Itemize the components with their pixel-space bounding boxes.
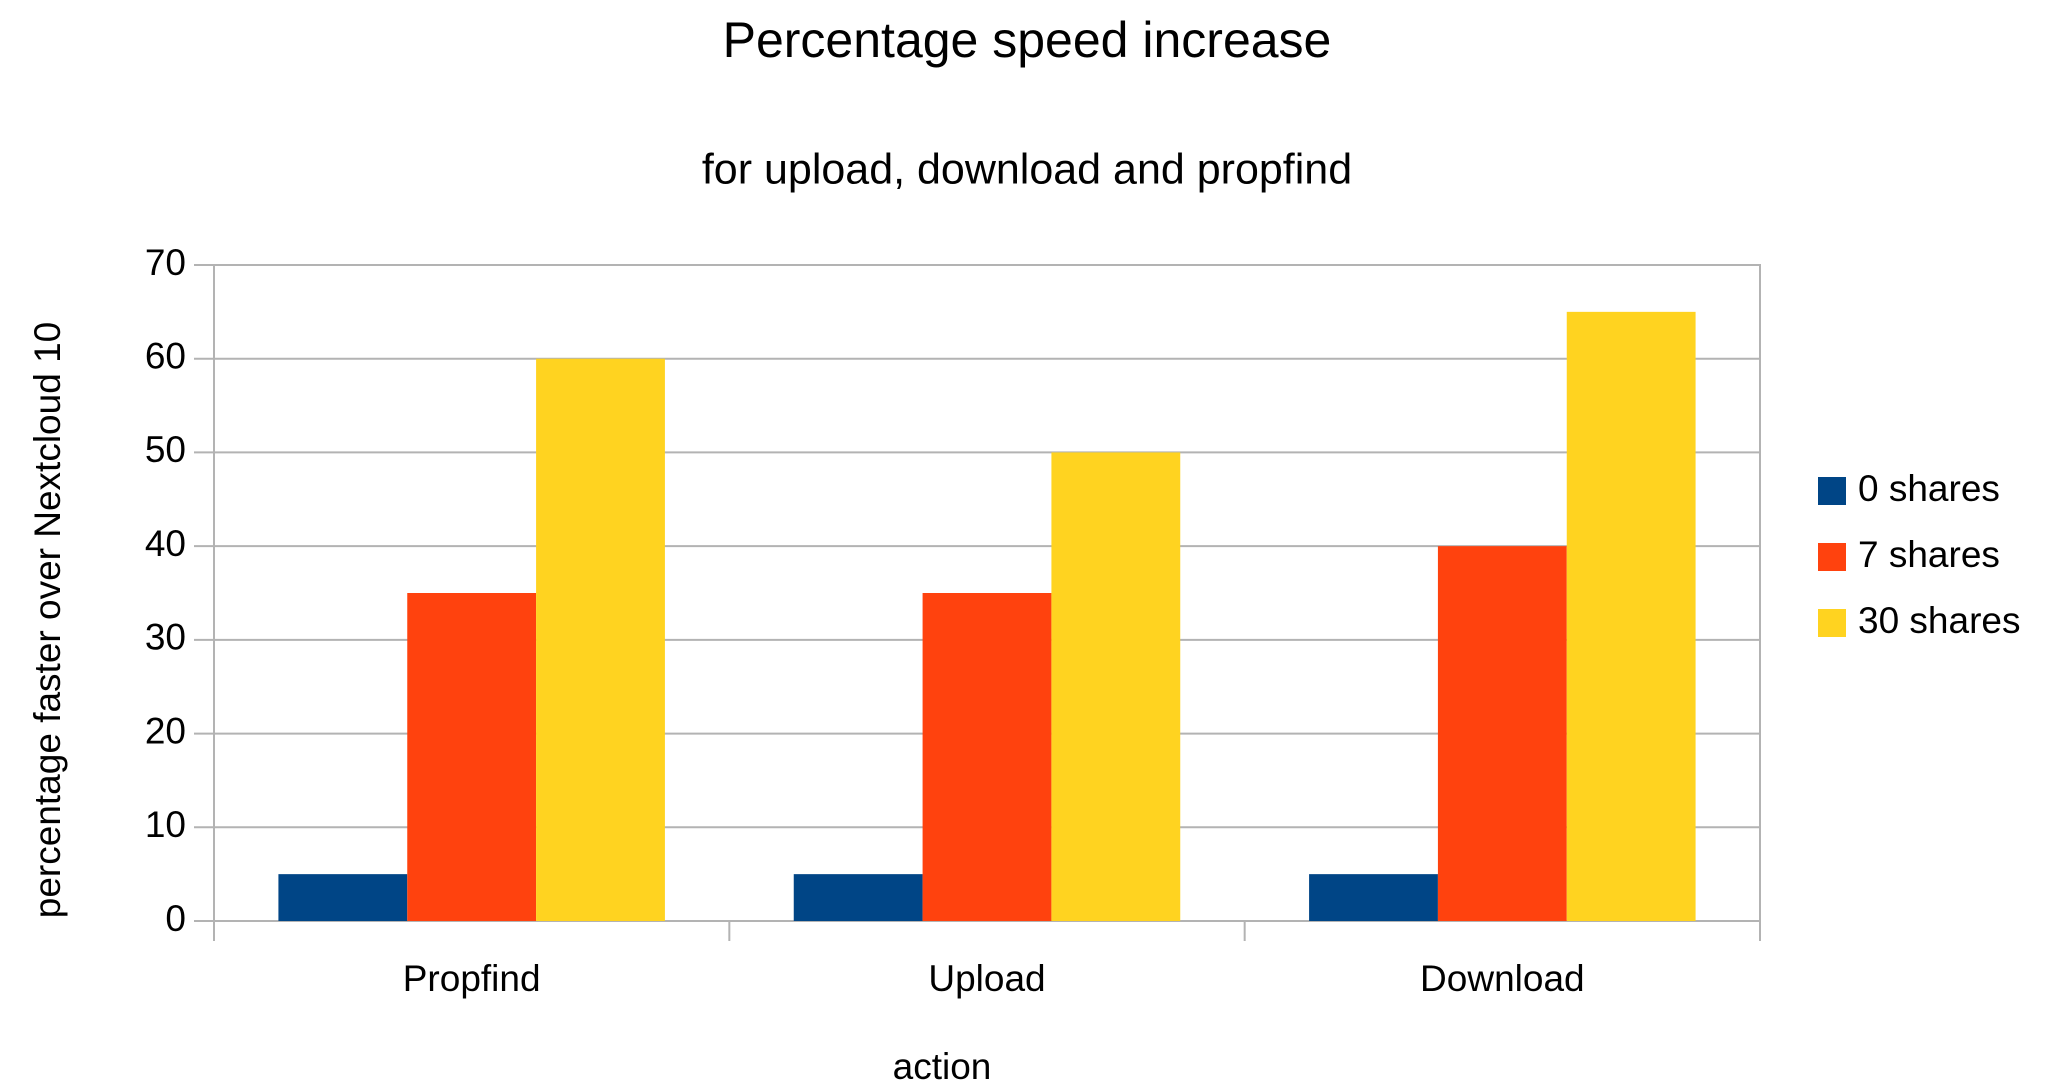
y-tick-label: 0 <box>165 898 186 939</box>
legend-swatch <box>1818 477 1846 505</box>
bar <box>407 593 537 921</box>
legend-label: 7 shares <box>1858 534 2000 575</box>
bar <box>1309 874 1438 921</box>
y-tick-label: 30 <box>145 617 186 658</box>
y-tick-label: 10 <box>145 804 186 845</box>
x-tick-label: Download <box>1420 958 1585 999</box>
x-tick-label: Propfind <box>403 958 541 999</box>
y-tick-label: 40 <box>145 523 186 564</box>
legend-label: 30 shares <box>1858 600 2021 641</box>
y-tick-label: 20 <box>145 710 186 751</box>
bar <box>922 593 1052 921</box>
chart-title: Percentage speed increase <box>723 12 1332 68</box>
bar <box>1437 546 1567 921</box>
bar <box>793 874 923 921</box>
y-axis-label: percentage faster over Nextcloud 10 <box>27 322 68 918</box>
y-tick-label: 50 <box>145 429 186 470</box>
legend-swatch <box>1818 609 1846 637</box>
bar <box>536 358 665 921</box>
chart-subtitle: for upload, download and propfind <box>702 145 1352 193</box>
x-tick-label: Upload <box>928 958 1045 999</box>
bar <box>278 874 408 921</box>
legend-label: 0 shares <box>1858 468 2000 509</box>
y-tick-label: 60 <box>145 335 186 376</box>
bar <box>1051 452 1181 921</box>
legend-swatch <box>1818 543 1846 571</box>
bar <box>1566 311 1696 921</box>
y-tick-label: 70 <box>145 242 186 283</box>
x-axis-label: action <box>893 1046 992 1087</box>
